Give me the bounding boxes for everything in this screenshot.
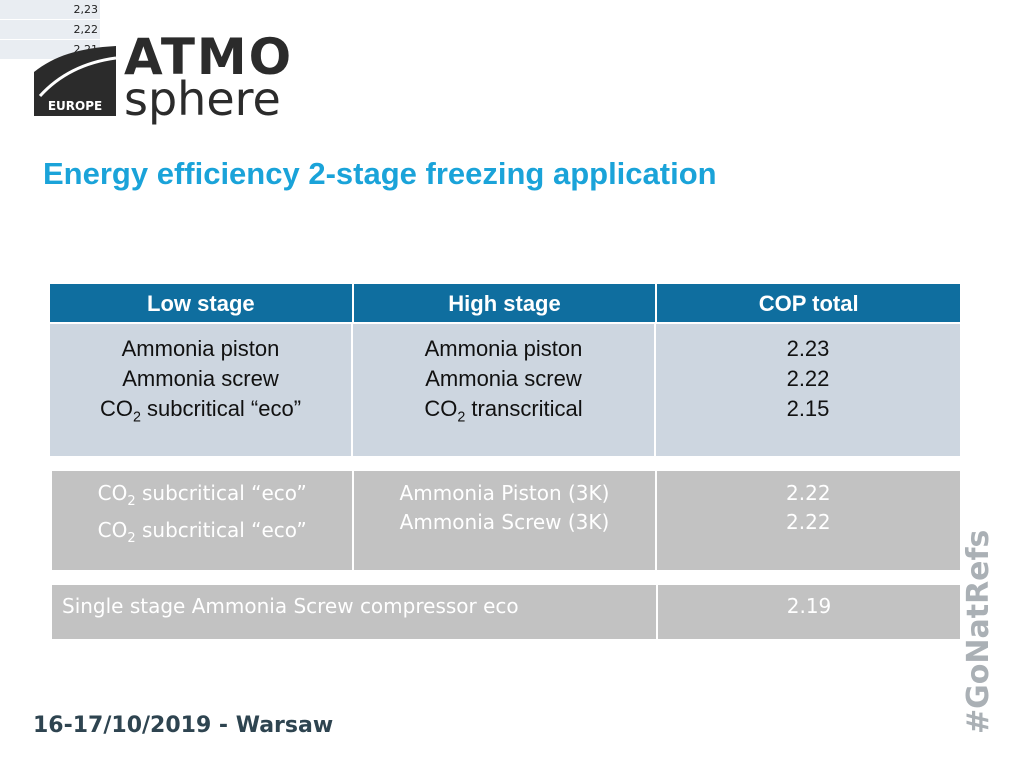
- atmosphere-logo-icon: EUROPE: [34, 46, 116, 116]
- table-row: Single stage Ammonia Screw compressor ec…: [52, 585, 960, 639]
- co2-text: CO2 subcritical “eco”: [99, 396, 302, 426]
- hashtag-label: #GoNatRefs: [961, 529, 996, 734]
- high-stage-line: Ammonia Screw (3K): [399, 510, 610, 534]
- table-row: Ammonia piston Ammonia screw CO2 subcrit…: [50, 324, 960, 456]
- single-stage-label: Single stage Ammonia Screw compressor ec…: [52, 585, 658, 639]
- cop-cell: 2.23 2.22 2.15: [656, 324, 960, 456]
- high-stage-line: Ammonia piston: [424, 336, 583, 361]
- co2-text: CO2 subcritical “eco”: [97, 481, 307, 509]
- cop-cell: 2.22 2.22: [657, 471, 960, 570]
- low-stage-cell: CO2 subcritical “eco” CO2 subcritical “e…: [52, 471, 355, 570]
- table-row: CO2 subcritical “eco” CO2 subcritical “e…: [52, 471, 960, 570]
- high-stage-line: Ammonia Piston (3K): [399, 481, 610, 505]
- high-stage-line: CO2 transcritical: [353, 394, 654, 432]
- slide-title: Energy efficiency 2-stage freezing appli…: [43, 156, 717, 191]
- co2-text: CO2 subcritical “eco”: [97, 518, 307, 546]
- high-stage-cell: Ammonia piston Ammonia screw CO2 transcr…: [353, 324, 656, 456]
- logo-sphere-text: sphere: [124, 72, 281, 126]
- header-high-stage: High stage: [354, 284, 658, 322]
- low-stage-cell: Ammonia piston Ammonia screw CO2 subcrit…: [50, 324, 353, 456]
- cop-value: 2.15: [786, 396, 830, 421]
- logo-atmo-text: ATMO: [124, 28, 294, 86]
- cop-value: 2.23: [786, 336, 830, 361]
- low-stage-line: Ammonia piston: [121, 336, 280, 361]
- high-stage-cell: Ammonia Piston (3K) Ammonia Screw (3K): [354, 471, 657, 570]
- cop-value: 2.22: [786, 366, 830, 391]
- table-header: Low stage High stage COP total: [50, 284, 960, 322]
- co2-text: CO2 transcritical: [424, 396, 583, 426]
- mini-value-cell: 2,23: [0, 0, 100, 20]
- event-date-footer: 16-17/10/2019 - Warsaw: [33, 713, 334, 738]
- logo-badge-text: EUROPE: [48, 99, 102, 113]
- header-cop-total: COP total: [758, 291, 859, 316]
- header-low-stage: Low stage: [50, 284, 354, 322]
- cop-value: 2.22: [786, 481, 831, 505]
- low-stage-line: CO2 subcritical “eco”: [50, 394, 351, 432]
- low-stage-line: CO2 subcritical “eco”: [52, 516, 352, 553]
- cop-value: 2.22: [786, 510, 831, 534]
- low-stage-line: CO2 subcritical “eco”: [52, 479, 352, 516]
- cop-value: 2.19: [786, 594, 832, 618]
- low-stage-line: Ammonia screw: [122, 366, 279, 391]
- mini-value-cell: 2,22: [0, 20, 100, 40]
- high-stage-line: Ammonia screw: [425, 366, 582, 391]
